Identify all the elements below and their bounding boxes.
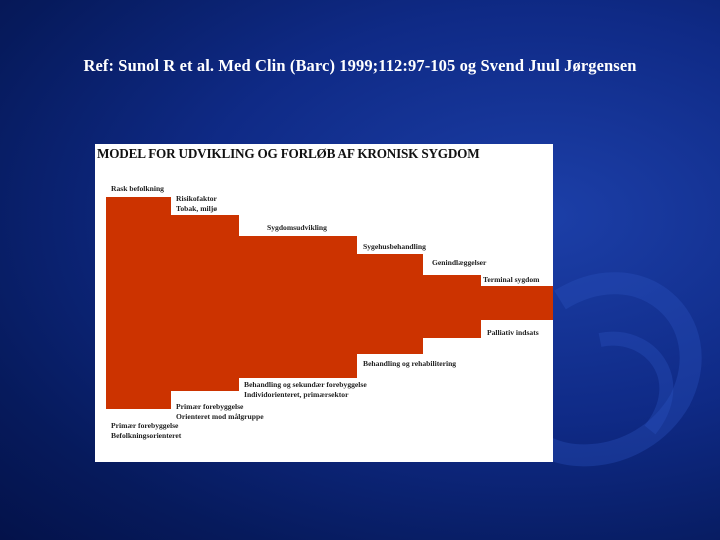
- block-risikofaktor: [171, 215, 239, 391]
- label-sygdomsudvikling: Sygdomsudvikling: [267, 223, 327, 232]
- diagram-panel: MODEL FOR UDVIKLING OG FORLØB AF KRONISK…: [95, 144, 553, 462]
- label-rehabilitering: Behandling og rehabilitering: [363, 359, 457, 368]
- label-primaer-malgruppe: Primær forebyggelse: [176, 402, 244, 411]
- label-behandling: Behandling og sekundær forebyggelse: [244, 380, 367, 389]
- label-genindlaeggelser: Genindlæggelser: [432, 258, 487, 267]
- block-sygdomsudvikling: [239, 236, 357, 378]
- block-rask-befolkning: [106, 197, 171, 409]
- label-primaer-detail: Befolkningsorienteret: [111, 431, 182, 440]
- label-risikofaktor-detail: Tobak, miljø: [176, 204, 218, 213]
- label-palliativ: Palliativ indsats: [487, 328, 539, 337]
- label-rask-befolkning: Rask befolkning: [111, 184, 164, 193]
- block-terminal-sygdom: [481, 286, 553, 320]
- label-risikofaktor: Risikofaktor: [176, 194, 217, 203]
- block-sygehusbehandling: [357, 254, 423, 354]
- label-sygehusbehandling: Sygehusbehandling: [363, 242, 426, 251]
- label-terminal-sygdom: Terminal sygdom: [483, 275, 540, 284]
- label-primaer: Primær forebyggelse: [111, 421, 179, 430]
- block-genindlaeggelser: [423, 275, 481, 338]
- diagram-title: MODEL FOR UDVIKLING OG FORLØB AF KRONISK…: [97, 146, 480, 161]
- reference-citation: Ref: Sunol R et al. Med Clin (Barc) 1999…: [83, 56, 637, 75]
- label-primaer-malgruppe-detail: Orienteret mod målgruppe: [176, 412, 264, 421]
- label-behandling-detail: Individorienteret, primærsektor: [244, 390, 349, 399]
